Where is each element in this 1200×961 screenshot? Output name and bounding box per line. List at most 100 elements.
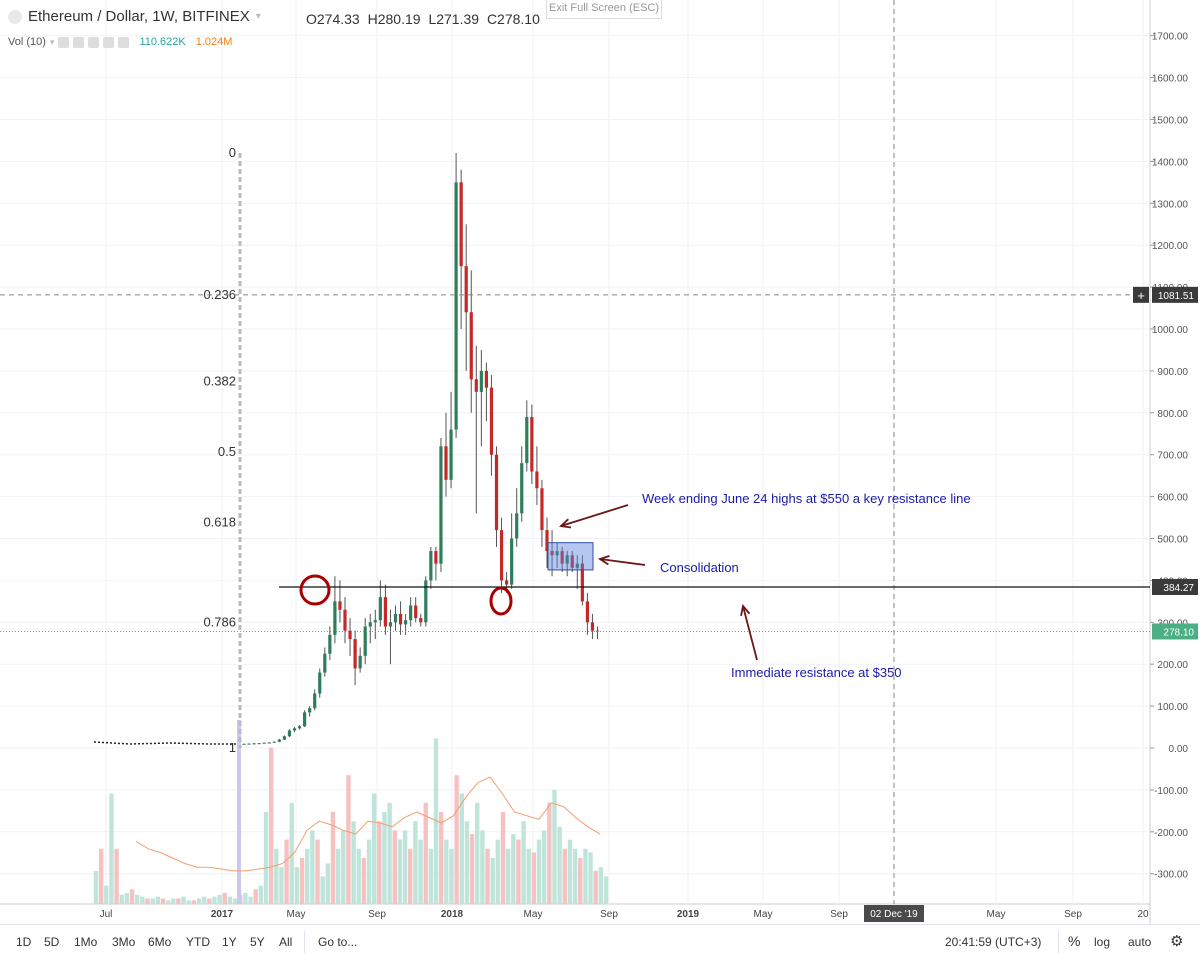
timeframe-1y[interactable]: 1Y bbox=[222, 935, 237, 949]
time-tick-label: Jul bbox=[100, 909, 113, 920]
volume-bar bbox=[104, 885, 109, 904]
auto-toggle[interactable]: auto bbox=[1128, 935, 1152, 949]
candle-body bbox=[267, 742, 271, 744]
gear-icon[interactable]: ⚙ bbox=[1170, 933, 1184, 950]
settings-icon[interactable] bbox=[73, 36, 85, 48]
volume-bar bbox=[341, 830, 346, 904]
candle-body bbox=[555, 551, 559, 556]
consolidation-box bbox=[547, 542, 594, 571]
candle-body bbox=[464, 266, 468, 313]
volume-bar bbox=[160, 898, 166, 904]
volume-bar bbox=[98, 848, 104, 904]
candle-body bbox=[545, 530, 549, 552]
chevron-down-icon[interactable]: ▾ bbox=[49, 36, 55, 47]
low-value: L271.39 bbox=[428, 11, 480, 27]
price-tag-label: 1081.51 bbox=[1158, 291, 1195, 302]
candle-body bbox=[429, 551, 433, 581]
time-tick-label: 20 bbox=[1137, 909, 1149, 920]
price-tick-label: -100.00 bbox=[1154, 786, 1188, 797]
candle-body bbox=[419, 618, 423, 623]
volume-bar bbox=[588, 852, 593, 904]
price-tick-label: 1400.00 bbox=[1152, 157, 1189, 168]
candle-body bbox=[499, 530, 504, 581]
timeframe-5d[interactable]: 5D bbox=[44, 935, 60, 949]
candle-body bbox=[318, 672, 322, 694]
timeframe-1mo[interactable]: 1Mo bbox=[74, 935, 98, 949]
timeframe-5y[interactable]: 5Y bbox=[250, 935, 265, 949]
candle-body bbox=[515, 513, 519, 539]
exit-fullscreen-button[interactable]: Exit Full Screen (ESC) bbox=[546, 0, 662, 19]
price-axis-panel bbox=[1150, 0, 1200, 924]
volume-bar bbox=[176, 898, 181, 904]
time-tick-label: 2018 bbox=[441, 909, 464, 920]
volume-bar bbox=[135, 894, 140, 904]
symbol-title[interactable]: Ethereum / Dollar, 1W, BITFINEX ▾ bbox=[8, 8, 261, 25]
candle-body bbox=[373, 620, 377, 623]
time-tick-label: Sep bbox=[368, 909, 386, 920]
early-price-line bbox=[93, 741, 236, 745]
price-tick-label: 600.00 bbox=[1157, 493, 1188, 504]
price-tick-label: 1500.00 bbox=[1152, 116, 1189, 127]
volume-bar bbox=[516, 839, 521, 904]
symbol-label: Ethereum / Dollar, 1W, BITFINEX bbox=[28, 8, 250, 25]
more-icon[interactable] bbox=[103, 36, 115, 48]
volume-bar bbox=[593, 870, 598, 904]
annotation-text: Consolidation bbox=[660, 560, 739, 575]
volume-bar bbox=[181, 896, 186, 904]
volume-bar bbox=[109, 793, 114, 904]
timeframe-3mo[interactable]: 3Mo bbox=[112, 935, 136, 949]
volume-bar bbox=[423, 802, 428, 904]
time-tick-label: Sep bbox=[1064, 909, 1082, 920]
crosshair-date-label: 02 Dec '19 bbox=[870, 909, 918, 920]
gear-icon[interactable] bbox=[88, 36, 100, 48]
volume-bar bbox=[490, 858, 495, 904]
volume-bar bbox=[299, 858, 305, 904]
volume-bar bbox=[217, 894, 222, 904]
eye-icon[interactable] bbox=[58, 36, 70, 48]
chevron-down-icon[interactable]: ▾ bbox=[255, 11, 261, 22]
volume-bar bbox=[397, 839, 403, 904]
volume-bar bbox=[444, 839, 449, 904]
timeframe-all[interactable]: All bbox=[279, 935, 293, 949]
candle-body bbox=[323, 653, 327, 673]
timeframe-1d[interactable]: 1D bbox=[16, 935, 32, 949]
price-tick-label: 500.00 bbox=[1157, 535, 1188, 546]
volume-ma-line bbox=[135, 776, 601, 872]
volume-bar bbox=[335, 848, 341, 904]
volume-bar bbox=[289, 802, 294, 904]
candle-body bbox=[570, 555, 574, 568]
candle-body bbox=[510, 538, 514, 585]
candle-body bbox=[247, 743, 251, 745]
volume-bar bbox=[305, 848, 310, 904]
time-tick-label: Sep bbox=[600, 909, 618, 920]
candle-body bbox=[439, 446, 443, 564]
fib-level-label: 0.382 bbox=[203, 373, 236, 388]
volume-label: Vol (10) bbox=[8, 36, 46, 48]
candle-body bbox=[489, 387, 494, 455]
close-icon[interactable] bbox=[118, 36, 130, 48]
timeframe-6mo[interactable]: 6Mo bbox=[148, 935, 172, 949]
highlight-circle bbox=[489, 586, 513, 616]
volume-bar bbox=[294, 867, 300, 904]
percent-toggle[interactable]: % bbox=[1068, 933, 1081, 949]
volume-bar bbox=[155, 896, 161, 904]
volume-bar bbox=[469, 834, 475, 904]
candle-body bbox=[257, 743, 261, 745]
candle-body bbox=[479, 370, 483, 392]
volume-bar bbox=[263, 812, 269, 904]
goto-button[interactable]: Go to... bbox=[318, 935, 358, 949]
volume-bar bbox=[495, 839, 501, 904]
log-toggle[interactable]: log bbox=[1094, 935, 1111, 949]
chart-header: Ethereum / Dollar, 1W, BITFINEX ▾ O274.3… bbox=[0, 0, 1150, 56]
volume-bar bbox=[258, 885, 264, 904]
volume-bar bbox=[114, 848, 119, 904]
candle-body bbox=[287, 730, 292, 737]
volume-bar bbox=[186, 900, 191, 904]
candle-body bbox=[252, 743, 256, 745]
candle-body bbox=[358, 655, 362, 669]
time-tick-label: 2019 bbox=[677, 909, 700, 920]
time-tick-label: May bbox=[524, 909, 543, 920]
timeframe-ytd[interactable]: YTD bbox=[186, 935, 210, 949]
volume-bar bbox=[268, 747, 274, 904]
